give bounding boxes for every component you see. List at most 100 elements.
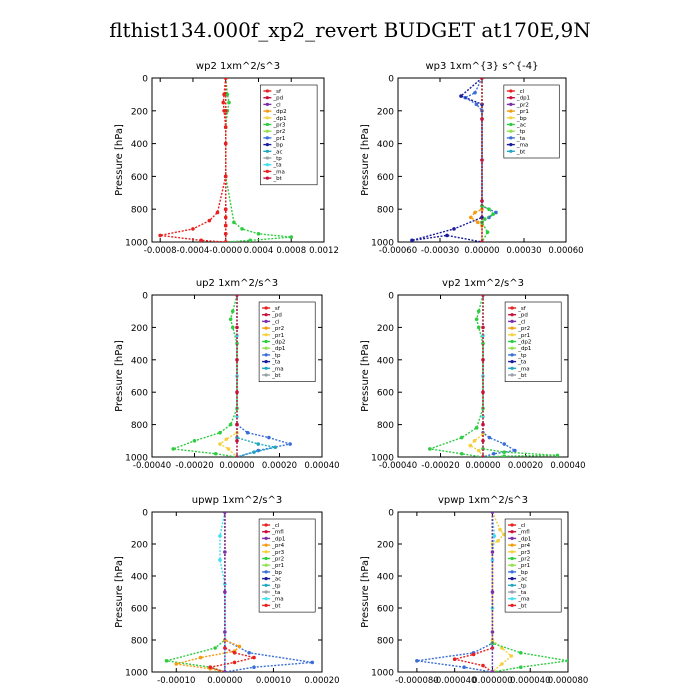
- series-group: [158, 78, 294, 242]
- legend-marker: [264, 543, 268, 547]
- legend-label: _dp2: [517, 340, 531, 346]
- series-point: [208, 665, 213, 669]
- legend-marker: [264, 373, 268, 377]
- series-point: [476, 448, 481, 453]
- legend-label: _pr4: [517, 543, 531, 549]
- legend-marker: [510, 583, 514, 587]
- series-point: [490, 630, 495, 634]
- legend-marker: [264, 603, 268, 608]
- chart-title: wp3 1xm^{3} s^{-4}: [425, 61, 538, 72]
- legend-label: _sf: [272, 89, 282, 95]
- series-point: [462, 665, 466, 669]
- legend-label: _ta: [516, 136, 525, 142]
- series-point: [481, 663, 485, 668]
- legend-marker: [265, 109, 269, 113]
- legend-marker: [510, 313, 514, 317]
- legend-marker: [509, 129, 513, 133]
- legend-marker: [265, 116, 269, 120]
- x-tick-label: 0.0008: [276, 246, 306, 256]
- series-point: [472, 439, 477, 443]
- series-point: [481, 390, 485, 395]
- series-point: [415, 659, 419, 663]
- series-point: [223, 630, 227, 634]
- series-point: [498, 527, 502, 532]
- series-point: [218, 430, 222, 435]
- series-point: [223, 215, 228, 220]
- legend-label: _ac: [272, 149, 282, 155]
- series-point: [513, 448, 517, 453]
- x-tick-label: -0.00060: [379, 246, 417, 256]
- legend-label: _ta: [271, 360, 280, 366]
- series-point: [483, 217, 487, 221]
- series-point: [491, 212, 496, 216]
- series-point: [490, 646, 495, 650]
- series-point: [224, 437, 229, 441]
- legend-label: _ma: [517, 597, 529, 603]
- legend-marker: [264, 313, 268, 317]
- series-point: [228, 317, 233, 322]
- legend-label: _bt: [271, 603, 281, 609]
- series-point: [481, 422, 485, 427]
- legend-marker: [509, 116, 513, 120]
- series-point: [227, 100, 231, 105]
- series-point: [471, 652, 476, 657]
- legend-label: _ma: [517, 366, 529, 372]
- x-tick-label: 0.00000: [207, 676, 242, 686]
- series-point: [223, 223, 228, 228]
- series-point: [223, 174, 228, 179]
- legend-label: _pr2: [517, 557, 530, 563]
- series-point: [235, 435, 239, 440]
- x-tick-label: 0.00010: [256, 676, 291, 686]
- series-point: [481, 414, 485, 419]
- series-point: [235, 295, 239, 297]
- x-tick-label: 0.00060: [548, 246, 583, 256]
- x-tick-label: 0.000000: [472, 676, 513, 686]
- series-point: [481, 447, 485, 451]
- series-point: [247, 651, 251, 655]
- legend-marker: [265, 149, 269, 153]
- series-point: [252, 450, 256, 454]
- legend-marker: [510, 306, 514, 310]
- legend-label: _bp: [272, 143, 283, 149]
- series-point: [490, 670, 495, 672]
- legend-marker: [510, 319, 514, 323]
- legend-label: _ta: [517, 590, 526, 596]
- series-point: [235, 439, 239, 443]
- plot-frame: [151, 77, 325, 243]
- legend-marker: [510, 577, 514, 581]
- legend-label: _ta: [272, 163, 281, 169]
- series-point: [218, 442, 222, 446]
- x-tick-label: 0.00020: [262, 461, 297, 471]
- y-tick-label: 400: [377, 140, 394, 150]
- series-point: [223, 232, 228, 236]
- series-point: [235, 341, 239, 346]
- legend-marker: [264, 563, 268, 567]
- legend-label: _dp1: [271, 536, 285, 542]
- x-tick-label: -0.0008: [144, 246, 177, 256]
- series-point: [223, 550, 227, 554]
- series-point: [223, 240, 228, 242]
- legend-label: _pr1: [272, 136, 285, 142]
- legend-marker: [510, 326, 514, 330]
- series-point: [223, 207, 228, 211]
- legend-marker: [510, 536, 514, 541]
- legend-marker: [264, 319, 268, 323]
- series-point: [509, 654, 514, 658]
- legend-marker: [264, 590, 268, 594]
- series-point: [487, 207, 491, 211]
- x-tick-label: -0.00040: [133, 461, 171, 471]
- legend-marker: [510, 360, 514, 364]
- legend-marker: [264, 530, 268, 534]
- legend-marker: [265, 102, 269, 106]
- chart-title: vpwp 1xm^2/s^3: [438, 495, 528, 506]
- y-tick-label: 800: [131, 206, 148, 216]
- series-point: [481, 432, 485, 437]
- x-tick-label: -0.00020: [421, 461, 459, 471]
- legend-marker: [264, 366, 268, 370]
- legend-marker: [264, 333, 268, 337]
- y-tick-label: 1000: [371, 669, 394, 679]
- series-point: [459, 94, 463, 98]
- legend-marker: [510, 346, 514, 350]
- legend-marker: [264, 550, 268, 554]
